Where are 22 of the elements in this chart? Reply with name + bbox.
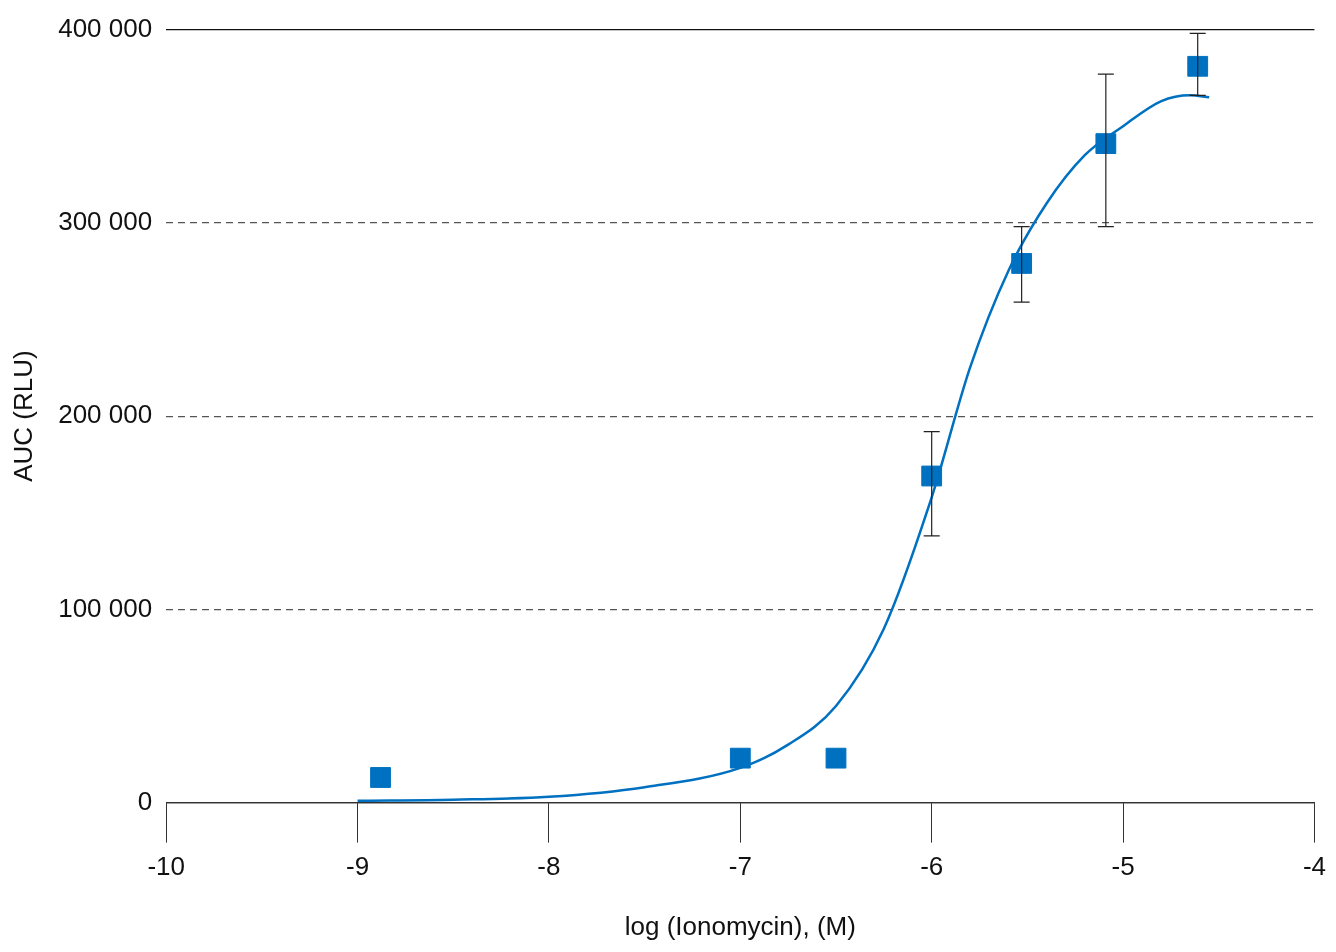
y-tick-label: 100 000 xyxy=(58,592,153,623)
y-tick-label: 200 000 xyxy=(58,399,153,430)
point xyxy=(1187,55,1209,77)
x-tick-label: -5 xyxy=(1111,851,1135,882)
point xyxy=(921,465,943,487)
x-tick-label: -6 xyxy=(920,851,944,882)
y-tick-label: 0 xyxy=(137,785,153,816)
x-tick-label: -4 xyxy=(1302,851,1326,882)
y-axis-title: AUC (RLU) xyxy=(7,350,38,482)
point xyxy=(370,767,391,788)
x-axis-title: log (Ionomycin), (M) xyxy=(624,910,856,941)
x-tick-label: -10 xyxy=(147,851,185,882)
y-tick-label: 400 000 xyxy=(58,12,153,43)
x-tick-label: -8 xyxy=(537,851,561,882)
point xyxy=(1011,253,1033,274)
line-series xyxy=(356,94,1211,802)
point xyxy=(1095,133,1117,155)
y-tick-label: 300 000 xyxy=(58,206,153,237)
point xyxy=(729,747,751,769)
x-tick-label: -7 xyxy=(728,851,752,882)
point xyxy=(825,747,847,769)
x-tick-label: -9 xyxy=(346,851,370,882)
